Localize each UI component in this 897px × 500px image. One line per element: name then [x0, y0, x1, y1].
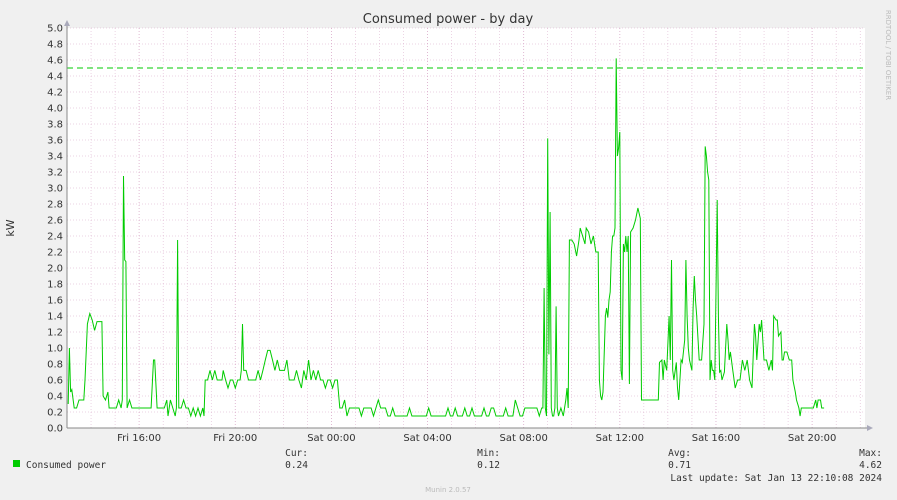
munin-version-footer: Munin 2.0.57 [425, 486, 471, 494]
y-tick-label: 2.0 [47, 264, 63, 275]
legend-min-value: 0.12 [477, 460, 500, 471]
x-axis-arrow-icon [867, 425, 873, 431]
y-tick-label: 1.6 [47, 296, 63, 307]
y-tick-label: 0.6 [47, 376, 63, 387]
y-tick-label: 1.8 [47, 280, 63, 291]
x-tick-label: Fri 16:00 [117, 433, 161, 444]
legend-cur-label: Cur: [285, 448, 308, 459]
watermark: RRDTOOL / TOBI OETIKER [884, 10, 892, 100]
y-tick-label: 3.0 [47, 184, 63, 195]
y-tick-label: 4.0 [47, 104, 63, 115]
y-tick-label: 1.0 [47, 344, 63, 355]
y-tick-label: 4.6 [47, 56, 63, 67]
x-tick-label: Sat 20:00 [788, 433, 836, 444]
y-tick-label: 0.0 [47, 424, 63, 435]
y-tick-label: 0.8 [47, 360, 63, 371]
y-tick-label: 5.0 [47, 24, 63, 35]
y-axis-ticks: 0.0 0.2 0.4 0.6 0.8 1.0 1.2 1.4 1.6 1.8 2.0 2.2 2.4 2… [47, 24, 63, 435]
grid [67, 27, 865, 428]
y-tick-label: 3.6 [47, 136, 63, 147]
y-tick-label: 3.4 [47, 152, 63, 163]
x-tick-label: Sat 04:00 [403, 433, 451, 444]
y-tick-label: 0.2 [47, 408, 63, 419]
series-line-consumed-power [67, 58, 825, 418]
y-axis-arrow-icon [64, 20, 70, 26]
y-tick-label: 1.4 [47, 312, 63, 323]
legend-min-label: Min: [477, 448, 500, 459]
x-axis-ticks: Fri 16:00 Fri 20:00 Sat 00:00 Sat 04:00 Sat … [117, 433, 836, 444]
chart-title: Consumed power - by day [363, 12, 534, 27]
y-tick-label: 0.4 [47, 392, 63, 403]
y-tick-label: 2.4 [47, 232, 63, 243]
legend-cur-value: 0.24 [285, 460, 308, 471]
y-tick-label: 4.8 [47, 40, 63, 51]
y-tick-label: 2.6 [47, 216, 63, 227]
x-tick-label: Fri 20:00 [213, 433, 257, 444]
y-tick-label: 2.2 [47, 248, 63, 259]
legend-max-label: Max: [859, 448, 882, 459]
y-tick-label: 2.8 [47, 200, 63, 211]
y-tick-label: 4.2 [47, 88, 63, 99]
y-tick-label: 4.4 [47, 72, 63, 83]
last-update-text: Last update: Sat Jan 13 22:10:08 2024 [670, 473, 882, 484]
y-tick-label: 3.8 [47, 120, 63, 131]
y-axis-label: kW [4, 219, 17, 236]
x-tick-label: Sat 16:00 [692, 433, 740, 444]
legend-avg-value: 0.71 [668, 460, 691, 471]
legend-max-value: 4.62 [859, 460, 882, 471]
y-tick-label: 3.2 [47, 168, 63, 179]
y-tick-label: 1.2 [47, 328, 63, 339]
legend-avg-label: Avg: [668, 448, 691, 459]
legend-swatch [13, 460, 20, 467]
legend-series-name: Consumed power [26, 460, 106, 471]
x-tick-label: Sat 08:00 [499, 433, 547, 444]
x-tick-label: Sat 12:00 [596, 433, 644, 444]
x-tick-label: Sat 00:00 [307, 433, 355, 444]
